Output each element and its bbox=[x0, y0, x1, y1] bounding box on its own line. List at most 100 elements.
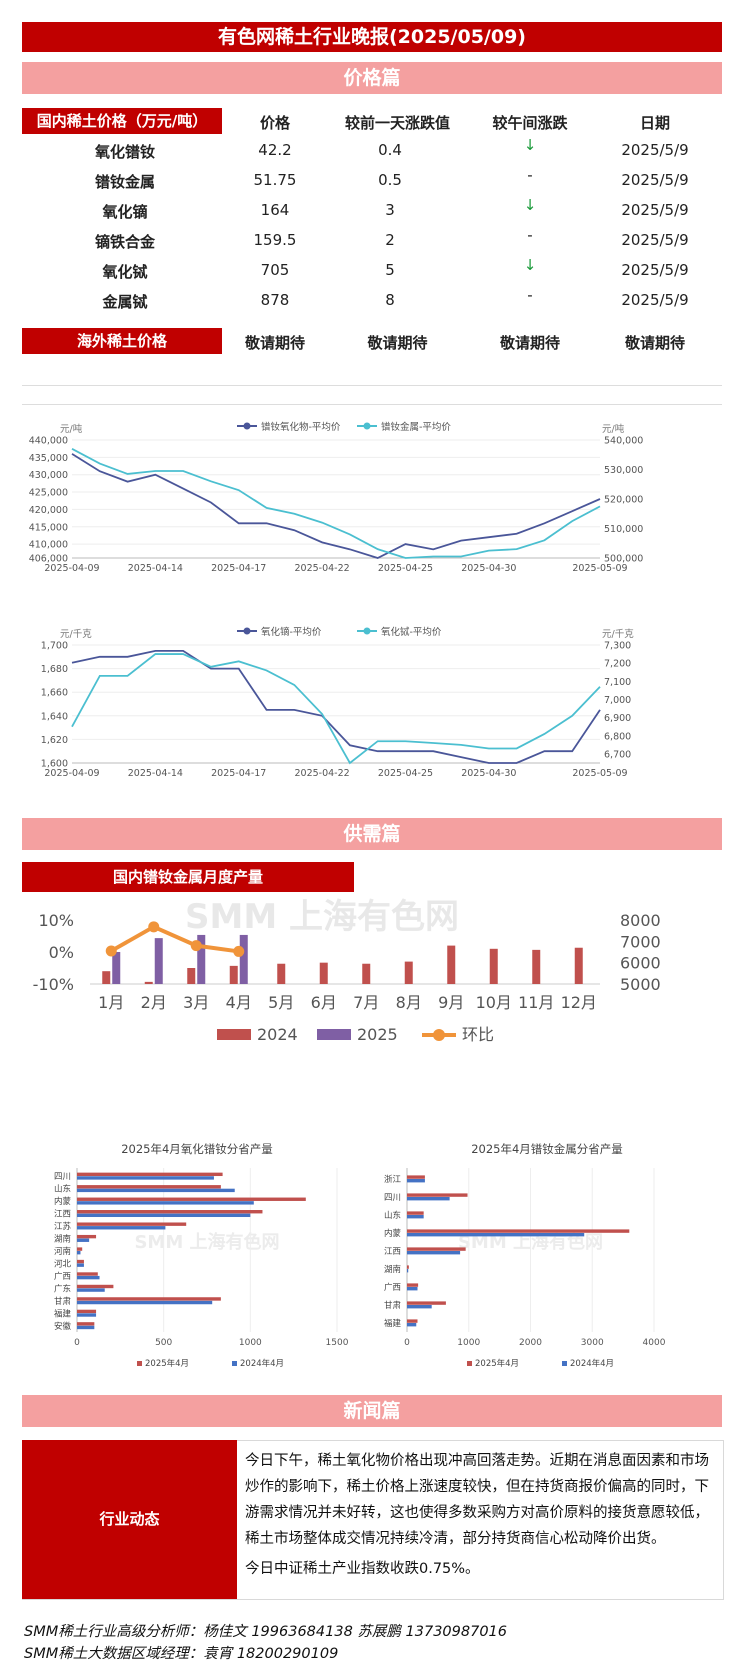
bar-2024-apr bbox=[407, 1215, 424, 1219]
x-tick-label: 2025-05-09 bbox=[572, 563, 627, 574]
y-tick-label-right: 6000 bbox=[620, 954, 661, 973]
footer-analysts: SMM稀土行业高级分析师：杨佳文 19963684138 苏展鹏 1373098… bbox=[24, 1624, 508, 1640]
section-news-title: 新闻篇 bbox=[22, 1395, 722, 1427]
legend-swatch bbox=[467, 1361, 472, 1366]
legend-label: 2025 bbox=[357, 1025, 398, 1044]
bar-2024-apr bbox=[77, 1188, 235, 1193]
bar-2025-apr bbox=[407, 1265, 409, 1269]
y-axis-unit-left: 元/吨 bbox=[60, 423, 83, 435]
bar-2024-apr bbox=[407, 1251, 461, 1255]
x-tick-label: 8月 bbox=[396, 993, 422, 1012]
daily-change-value: 0.4 bbox=[378, 141, 402, 159]
daily-change-value: 2 bbox=[385, 231, 395, 249]
y-axis-unit-right: 元/千克 bbox=[602, 629, 634, 640]
bar-2024-apr bbox=[407, 1323, 417, 1327]
y-tick-label: 河北 bbox=[54, 1258, 72, 1269]
x-tick-label: 2025-04-25 bbox=[378, 768, 433, 779]
mom-point bbox=[148, 921, 160, 933]
y-tick-label: 广东 bbox=[54, 1283, 71, 1294]
noon-change-value: ↓ bbox=[523, 136, 537, 154]
legend-swatch bbox=[562, 1361, 567, 1366]
dy-tb-price-line-chart: 氧化镝-平均价 氧化铽-平均价 元/千克 元/千克 1,600 1,620 1,640 1,6… bbox=[41, 626, 634, 779]
bar-2024-apr bbox=[77, 1300, 213, 1305]
y-tick-label-right: 7,200 bbox=[604, 659, 631, 670]
legend-marker bbox=[363, 627, 371, 635]
y-tick-label-right: 540,000 bbox=[604, 436, 643, 447]
bar-2024-apr bbox=[77, 1201, 254, 1205]
bar-2024-apr bbox=[77, 1251, 81, 1255]
chart-title: 2025年4月镨钕金属分省产量 bbox=[471, 1142, 623, 1156]
date-value: 2025/5/9 bbox=[621, 231, 689, 249]
daily-change-value: 8 bbox=[385, 291, 395, 309]
bar-2025-apr bbox=[407, 1247, 466, 1251]
y-tick-label-left: 410,000 bbox=[29, 540, 68, 551]
price-value: 705 bbox=[260, 261, 290, 279]
y-tick-label-right: 8000 bbox=[620, 911, 661, 930]
overseas-value: 敬请期待 bbox=[624, 334, 685, 352]
y-tick-label: 福建 bbox=[54, 1308, 72, 1319]
domestic-price-label: 国内稀土价格（万元/吨） bbox=[22, 108, 222, 134]
y-tick-label-left: 10% bbox=[38, 911, 74, 930]
product-name: 金属铽 bbox=[102, 293, 148, 311]
y-tick-label-right: 7,300 bbox=[604, 641, 631, 652]
y-tick-label-right: 520,000 bbox=[604, 495, 643, 506]
date-value: 2025/5/9 bbox=[621, 141, 689, 159]
price-value: 164 bbox=[260, 201, 290, 219]
y-tick-label-left: 1,620 bbox=[41, 735, 68, 746]
bar-2025-apr bbox=[77, 1309, 97, 1314]
bar-2025-apr bbox=[77, 1185, 221, 1189]
bar-2025-apr bbox=[407, 1211, 424, 1215]
bar-2024-apr bbox=[407, 1287, 418, 1291]
legend-label: 氧化镝-平均价 bbox=[261, 626, 322, 638]
news-content: 今日下午，稀土氧化物价格出现冲高回落走势。近期在消息面因素和市场炒作的影响下，稀… bbox=[245, 1448, 717, 1582]
bar-2025-apr bbox=[407, 1301, 446, 1305]
bar-2025-apr bbox=[407, 1175, 425, 1179]
y-axis-unit-right: 元/吨 bbox=[602, 423, 625, 435]
x-tick-label: 2025-05-09 bbox=[572, 768, 627, 779]
y-tick-label-left: 1,640 bbox=[41, 711, 68, 722]
noon-change-value: - bbox=[527, 226, 533, 244]
legend-label: 镨钕金属-平均价 bbox=[381, 421, 451, 433]
y-tick-label-right: 7,000 bbox=[604, 695, 631, 706]
y-tick-label-left: 430,000 bbox=[29, 470, 68, 481]
y-tick-label: 江西 bbox=[384, 1247, 401, 1257]
x-tick-label: 2025-04-17 bbox=[211, 768, 266, 779]
y-tick-label: 四川 bbox=[384, 1193, 401, 1203]
y-tick-label-right: 7000 bbox=[620, 932, 661, 951]
header-change: 较前一天涨跌值 bbox=[344, 114, 450, 132]
watermark: SMM 上海有色网 bbox=[134, 1231, 279, 1253]
news-paragraph: 今日中证稀土产业指数收跌0.75%。 bbox=[245, 1561, 480, 1577]
header-date: 日期 bbox=[639, 114, 670, 132]
bar-2024 bbox=[102, 971, 111, 984]
y-axis-unit-left: 元/千克 bbox=[60, 629, 92, 640]
bar-2025-apr bbox=[407, 1283, 419, 1287]
monthly-output-chart: SMM 上海有色网 -10% 0% 10% 5000 6000 7000 8000 1月 2月 3月… bbox=[33, 897, 661, 1044]
y-tick-label: 四川 bbox=[54, 1172, 71, 1182]
x-tick-label: 2000 bbox=[519, 1338, 542, 1348]
noon-change-value: ↓ bbox=[523, 256, 537, 274]
news-paragraph: 今日下午，稀土氧化物价格出现冲高回落走势。近期在消息面因素和市场炒作的影响下，稀… bbox=[245, 1453, 709, 1547]
y-tick-label-left: 0% bbox=[49, 943, 74, 962]
bar-2025 bbox=[112, 952, 121, 984]
section-supply-title: 供需篇 bbox=[22, 818, 722, 850]
x-tick-label: 1月 bbox=[98, 993, 124, 1012]
x-tick-label: 6月 bbox=[311, 993, 337, 1012]
bar-2025-apr bbox=[77, 1272, 98, 1276]
x-tick-label: 2025-04-17 bbox=[211, 563, 266, 574]
y-tick-label-left: 415,000 bbox=[29, 522, 68, 533]
legend-label: 氧化铽-平均价 bbox=[381, 626, 442, 638]
y-tick-label-right: 500,000 bbox=[604, 554, 643, 565]
y-tick-label-left: 420,000 bbox=[29, 505, 68, 516]
date-value: 2025/5/9 bbox=[621, 291, 689, 309]
bar-2025-apr bbox=[407, 1319, 418, 1323]
legend-label: 2024年4月 bbox=[570, 1358, 614, 1369]
y-tick-label: 广西 bbox=[384, 1282, 401, 1293]
x-tick-label: 2025-04-25 bbox=[378, 563, 433, 574]
y-tick-label-right: 6,900 bbox=[604, 713, 631, 724]
header-price: 价格 bbox=[259, 114, 290, 132]
bar-2025-apr bbox=[77, 1234, 97, 1239]
x-tick-label: 5月 bbox=[268, 993, 294, 1012]
bar-2024 bbox=[532, 949, 541, 984]
y-tick-label-left: 1,660 bbox=[41, 688, 68, 699]
product-name: 氧化镨钕 bbox=[94, 143, 155, 161]
